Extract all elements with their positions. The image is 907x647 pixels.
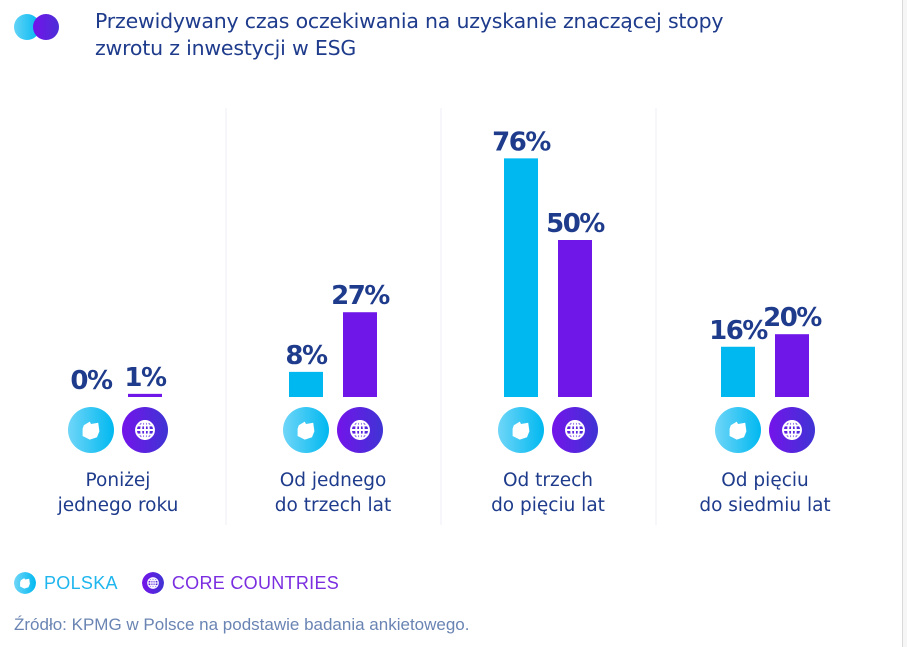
category-label-line: jednego roku xyxy=(57,495,179,516)
bar-polska-3 xyxy=(504,158,538,397)
legend-label-core-countries: CORE COUNTRIES xyxy=(171,572,340,593)
brand-logo-icon xyxy=(14,14,64,40)
legend-label-polska: POLSKA xyxy=(44,572,118,593)
group-divider xyxy=(440,108,442,525)
legend-item-core-countries: CORE COUNTRIES xyxy=(141,572,340,594)
group-divider xyxy=(655,108,657,525)
bar-polska-2 xyxy=(289,371,323,397)
data-label-core-countries-1: 1% xyxy=(124,363,167,393)
poland-map-icon xyxy=(14,572,36,594)
category-label-below-1-year: Poniżej jednego roku xyxy=(18,468,218,518)
globe-icon xyxy=(141,572,164,594)
bar-core-countries-1 xyxy=(128,393,162,397)
category-label-3-5-years: Od trzech do pięciu lat xyxy=(448,468,648,518)
category-label-line: Poniżej xyxy=(85,470,151,491)
group-divider xyxy=(225,108,227,525)
bar-core-countries-4 xyxy=(775,334,809,397)
data-label-core-countries-4: 20% xyxy=(763,303,822,333)
poland-map-icon xyxy=(283,407,329,453)
chart-title-line-1: Przewidywany czas oczekiwania na uzyskan… xyxy=(95,9,724,33)
data-label-polska-4: 16% xyxy=(709,316,768,346)
data-label-polska-1: 0% xyxy=(70,366,113,396)
category-label-5-7-years: Od pięciu do siedmiu lat xyxy=(665,468,865,518)
chart-title: Przewidywany czas oczekiwania na uzyskan… xyxy=(95,8,855,62)
data-label-polska-3: 76% xyxy=(492,127,551,157)
data-label-core-countries-3: 50% xyxy=(546,209,605,239)
chart-legend: POLSKA CORE COUNTRIES xyxy=(14,570,363,596)
globe-icon xyxy=(337,407,383,453)
globe-icon xyxy=(552,407,598,453)
category-label-line: Od trzech xyxy=(502,470,594,491)
bar-polska-4 xyxy=(721,346,755,397)
category-label-line: do trzech lat xyxy=(274,495,392,516)
category-label-line: Od jednego xyxy=(279,470,387,491)
globe-icon xyxy=(769,407,815,453)
data-label-polska-2: 8% xyxy=(285,341,328,371)
poland-map-icon xyxy=(498,407,544,453)
bar-core-countries-2 xyxy=(343,312,377,397)
legend-item-polska: POLSKA xyxy=(14,572,118,594)
chart-title-line-2: zwrotu z inwestycji w ESG xyxy=(95,36,357,60)
globe-icon xyxy=(122,407,168,453)
bar-core-countries-3 xyxy=(558,240,592,397)
source-note: Źródło: KPMG w Polsce na podstawie badan… xyxy=(14,615,470,634)
category-label-line: do siedmiu lat xyxy=(699,495,831,516)
window-edge xyxy=(902,0,907,647)
category-label-line: Od pięciu xyxy=(721,470,809,491)
category-label-1-3-years: Od jednego do trzech lat xyxy=(233,468,433,518)
category-label-line: do pięciu lat xyxy=(491,495,605,516)
logo-purple-dot xyxy=(33,14,59,40)
data-label-core-countries-2: 27% xyxy=(331,281,390,311)
poland-map-icon xyxy=(715,407,761,453)
poland-map-icon xyxy=(68,407,114,453)
